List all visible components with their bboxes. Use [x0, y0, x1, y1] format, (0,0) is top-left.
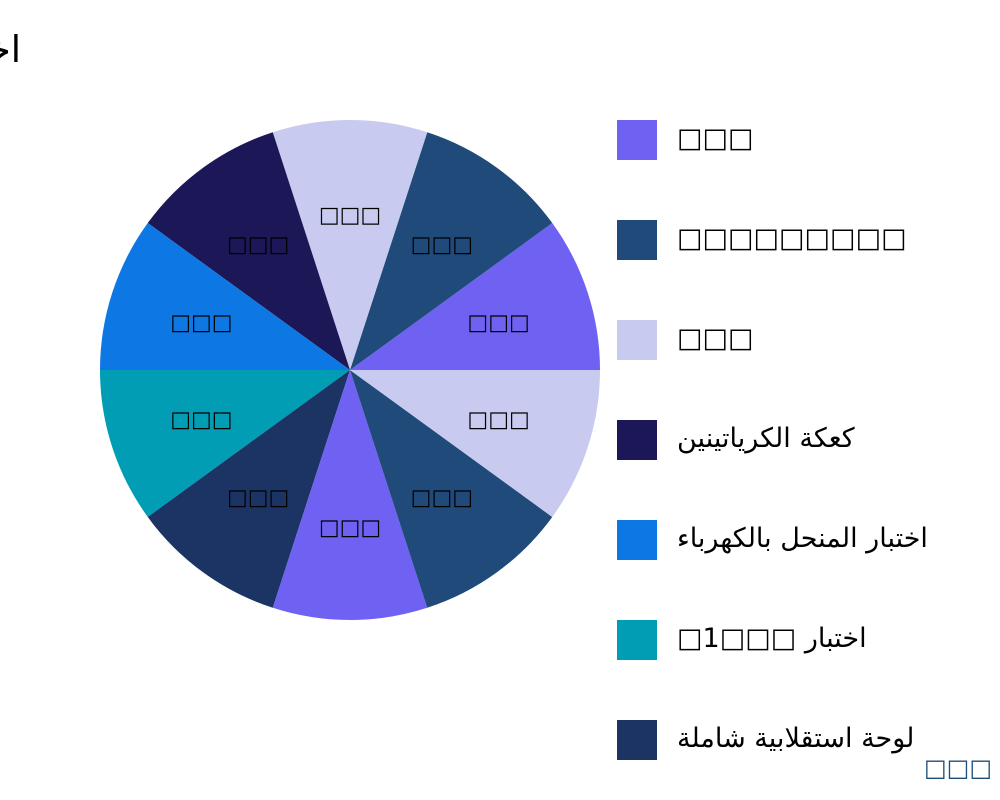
pie-slice-6 — [100, 370, 350, 517]
legend-item-7: لوحة استقلابية شاملة — [617, 720, 914, 760]
legend-label: لوحة استقلابية شاملة — [677, 723, 914, 754]
slice-label-10: □□□ — [467, 407, 529, 432]
pie-slice-9 — [350, 370, 553, 608]
pie-slice-7 — [147, 370, 350, 608]
legend-swatch — [617, 420, 657, 460]
legend-label: كعكة الكرياتينين — [677, 423, 855, 454]
slice-label-1: □□□ — [467, 311, 529, 336]
legend-swatch — [617, 120, 657, 160]
legend-item-3: □□□ — [617, 320, 754, 360]
slice-label-4: □□□ — [227, 233, 289, 258]
legend-item-2: □□□□□□□□□ — [617, 220, 907, 260]
footer-text: □□□ — [924, 754, 992, 782]
pie-slice-1 — [350, 223, 600, 370]
slice-label-6: □□□ — [170, 407, 232, 432]
slice-label-7: □□□ — [227, 485, 289, 510]
legend-item-6: اختبار □□□1□ — [617, 620, 867, 660]
pie-slice-3 — [272, 120, 428, 371]
pie-slice-8 — [272, 370, 428, 620]
legend-swatch — [617, 320, 657, 360]
legend-item-4: كعكة الكرياتينين — [617, 420, 855, 460]
pie-slice-10 — [350, 370, 600, 517]
slice-label-8: □□□ — [319, 515, 381, 540]
slice-label-3: □□□ — [319, 203, 381, 228]
legend-item-1: □□□ — [617, 120, 754, 160]
legend-label: اختبار المنحل بالكهرباء — [677, 523, 928, 554]
pie-slices — [100, 120, 600, 620]
legend-swatch — [617, 620, 657, 660]
slice-label-9: □□□ — [411, 485, 473, 510]
legend-swatch — [617, 520, 657, 560]
pie-slice-2 — [350, 132, 553, 370]
legend-label: اختبار □□□1□ — [677, 623, 867, 654]
slice-label-2: □□□ — [411, 233, 473, 258]
slice-label-5: □□□ — [170, 311, 232, 336]
legend-label: □□□ — [677, 123, 754, 154]
legend-label: □□□ — [677, 323, 754, 354]
legend-swatch — [617, 220, 657, 260]
pie-slice-5 — [100, 223, 350, 370]
slice-labels: □□□ □□□ □□□ □□□ □□□ □□□ □□□ □□□ □□□ □□□ — [170, 203, 530, 541]
pie-slice-4 — [147, 132, 350, 370]
legend-label: □□□□□□□□□ — [677, 223, 907, 254]
legend-swatch — [617, 720, 657, 760]
legend-item-5: اختبار المنحل بالكهرباء — [617, 520, 928, 560]
chart-title: اختبار المختبر السريري تحليل السوق حسب ا… — [0, 28, 21, 71]
